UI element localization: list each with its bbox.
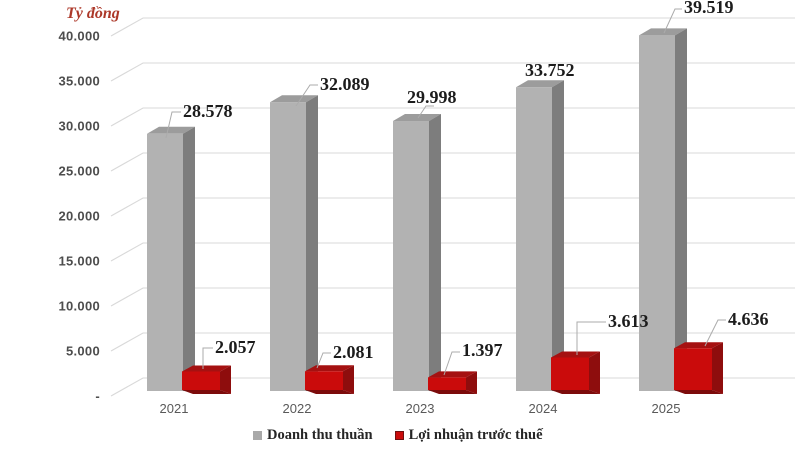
legend-item-profit-before-tax: Lợi nhuận trước thuế [394, 427, 543, 443]
bar-net-revenue-2023-top [393, 114, 441, 122]
data-label-profit-2025: 4.636 [728, 309, 769, 329]
y-gridline [110, 152, 795, 172]
data-label-profit-2024: 3.613 [608, 311, 649, 331]
bar-profit-2023-bottom [428, 390, 477, 394]
data-label-net-revenue-2021: 28.578 [183, 101, 233, 121]
bar-net-revenue-2024 [516, 87, 552, 392]
legend-label-profit-before-tax: Lợi nhuận trước thuế [408, 427, 543, 443]
bar-profit-2021-bottom [182, 390, 231, 394]
bar-profit-2025 [674, 348, 712, 390]
data-label-profit-2022: 2.081 [333, 342, 374, 362]
bar-profit-2025-top [674, 342, 723, 349]
data-label-leader [316, 352, 331, 369]
legend-label-net-revenue: Doanh thu thuần [267, 427, 373, 443]
data-label-profit-2023: 1.397 [462, 340, 503, 360]
y-gridline [110, 17, 795, 37]
x-tick-label-2025: 2025 [652, 401, 681, 416]
data-label-profit-2021: 2.057 [215, 337, 256, 357]
bar-profit-2023 [428, 377, 466, 390]
bar-profit-2024-top [551, 351, 600, 358]
bar-profit-2021-top [182, 365, 231, 372]
bar-net-revenue-2025-side [675, 28, 687, 392]
data-label-leader [202, 347, 213, 369]
y-tick-label: - [95, 389, 100, 404]
bar-net-revenue-2025-top [639, 28, 687, 36]
bar-profit-2024-bottom [551, 390, 600, 394]
bar-net-revenue-2021-top [147, 126, 195, 134]
y-tick-label: 10.000 [58, 299, 100, 314]
data-label-leader [576, 321, 606, 355]
y-tick-label: 5.000 [66, 344, 100, 359]
bar-net-revenue-2021-side [183, 126, 195, 392]
bar-profit-2022-bottom [305, 390, 354, 394]
y-tick-label: 30.000 [58, 119, 100, 134]
bar-net-revenue-2024-top [516, 80, 564, 88]
bar-profit-2024 [551, 357, 589, 390]
y-gridline [110, 332, 795, 352]
bar-profit-2023-top [428, 371, 477, 378]
y-tick-label: 40.000 [58, 29, 100, 44]
bar-profit-2021-side [220, 365, 231, 394]
bar-profit-2025-bottom [674, 390, 723, 394]
x-tick-label-2022: 2022 [283, 401, 312, 416]
y-tick-label: 25.000 [58, 164, 100, 179]
y-gridline [110, 197, 795, 217]
bar-profit-2023-side [466, 371, 477, 394]
bar-profit-2025-side [712, 342, 723, 394]
data-label-net-revenue-2024: 33.752 [525, 60, 575, 80]
y-gridline [110, 62, 795, 82]
data-label-net-revenue-2025: 39.519 [684, 0, 734, 17]
legend: Doanh thu thuần Lợi nhuận trước thuế [253, 428, 543, 443]
x-tick-label-2024: 2024 [529, 401, 558, 416]
data-label-leader [295, 84, 318, 107]
x-tick-label-2023: 2023 [406, 401, 435, 416]
bar-profit-2022 [305, 371, 343, 390]
data-label-leader [704, 319, 726, 347]
bar-net-revenue-2022-top [270, 95, 318, 103]
data-label-net-revenue-2022: 32.089 [320, 74, 370, 94]
bar-net-revenue-2021 [147, 133, 183, 391]
bar-net-revenue-2023 [393, 121, 429, 391]
bar-profit-2024-side [589, 351, 600, 394]
legend-swatch-profit-before-tax [394, 430, 404, 440]
bar-net-revenue-2024-side [552, 80, 564, 392]
bar-profit-2021 [182, 371, 220, 390]
y-tick-label: 35.000 [58, 74, 100, 89]
data-label-leader [417, 105, 434, 119]
bar-net-revenue-2022 [270, 102, 306, 391]
bar-profit-2022-side [343, 365, 354, 394]
bar-net-revenue-2023-side [429, 114, 441, 392]
x-tick-label-2021: 2021 [160, 401, 189, 416]
y-tick-label: 15.000 [58, 254, 100, 269]
legend-swatch-net-revenue [253, 430, 262, 440]
legend-item-net-revenue: Doanh thu thuần [253, 428, 373, 443]
y-tick-label: 20.000 [58, 209, 100, 224]
data-label-net-revenue-2023: 29.998 [407, 87, 457, 107]
y-axis-title: Tỷ đồng [66, 5, 120, 22]
y-gridline [110, 242, 795, 262]
y-gridline [110, 287, 795, 307]
bar-net-revenue-2025 [639, 35, 675, 391]
data-label-leader [165, 111, 181, 139]
data-label-leader [443, 351, 460, 376]
data-label-leader [663, 8, 682, 34]
y-gridline [110, 107, 795, 127]
bar-net-revenue-2022-side [306, 95, 318, 392]
